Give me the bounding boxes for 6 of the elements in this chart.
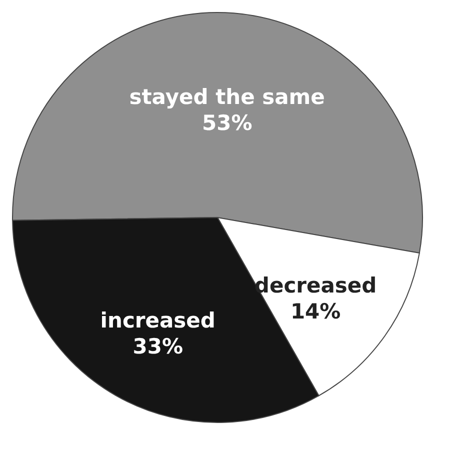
data-label: 33% [132, 334, 184, 359]
slice-label: decreased [254, 274, 377, 298]
slice-label: increased [100, 308, 216, 333]
slice-label: stayed the same [129, 84, 325, 109]
data-label: 53% [202, 110, 252, 135]
data-label: 14% [290, 300, 341, 324]
